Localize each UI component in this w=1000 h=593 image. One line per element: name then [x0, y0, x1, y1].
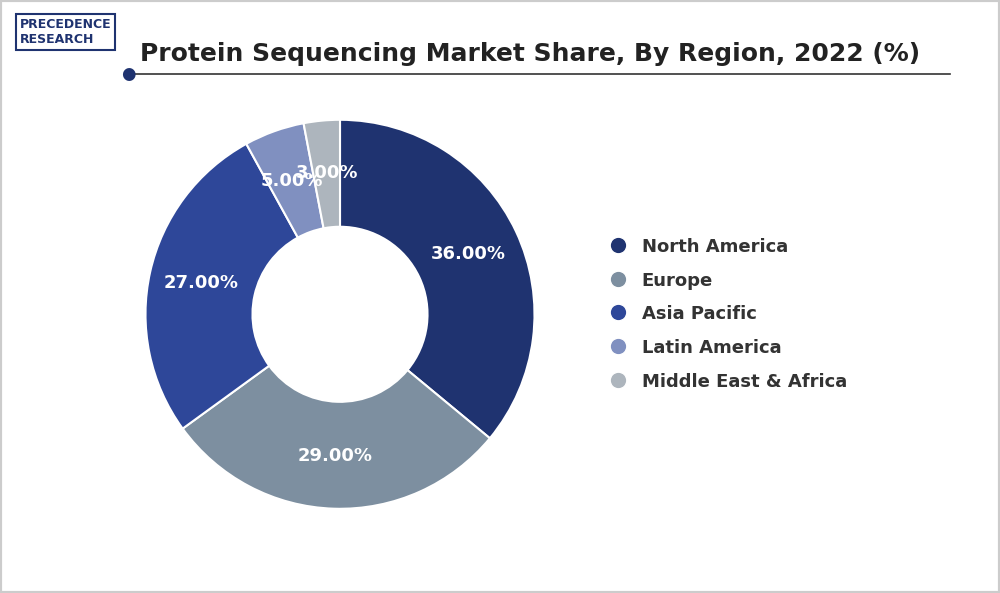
Wedge shape — [340, 120, 535, 438]
Wedge shape — [183, 366, 490, 509]
Wedge shape — [304, 120, 340, 228]
Text: 36.00%: 36.00% — [431, 245, 506, 263]
Wedge shape — [246, 123, 324, 238]
Legend: North America, Europe, Asia Pacific, Latin America, Middle East & Africa: North America, Europe, Asia Pacific, Lat… — [602, 231, 854, 398]
Text: 27.00%: 27.00% — [164, 275, 239, 292]
Text: 29.00%: 29.00% — [298, 447, 373, 465]
Text: ●: ● — [121, 65, 135, 83]
Text: PRECEDENCE
RESEARCH: PRECEDENCE RESEARCH — [20, 18, 112, 46]
Text: 5.00%: 5.00% — [261, 172, 323, 190]
Text: Protein Sequencing Market Share, By Region, 2022 (%): Protein Sequencing Market Share, By Regi… — [140, 42, 920, 65]
Text: 3.00%: 3.00% — [295, 164, 358, 182]
Wedge shape — [145, 144, 298, 429]
